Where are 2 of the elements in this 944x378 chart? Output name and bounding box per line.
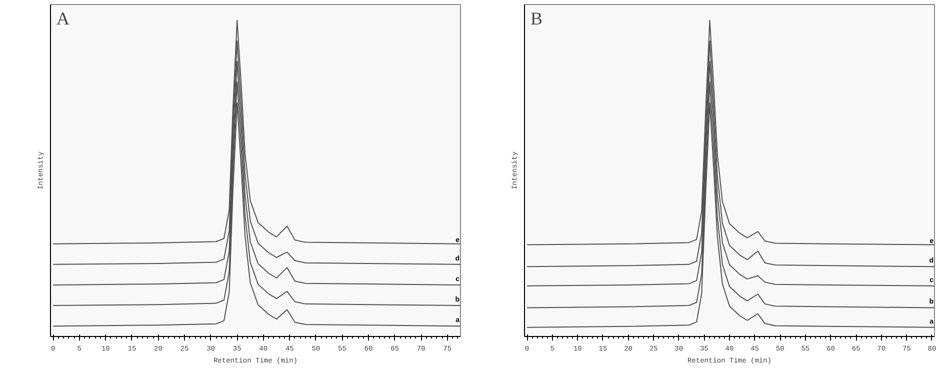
chart-title: B xyxy=(530,8,543,28)
chart-title: A xyxy=(56,8,70,28)
